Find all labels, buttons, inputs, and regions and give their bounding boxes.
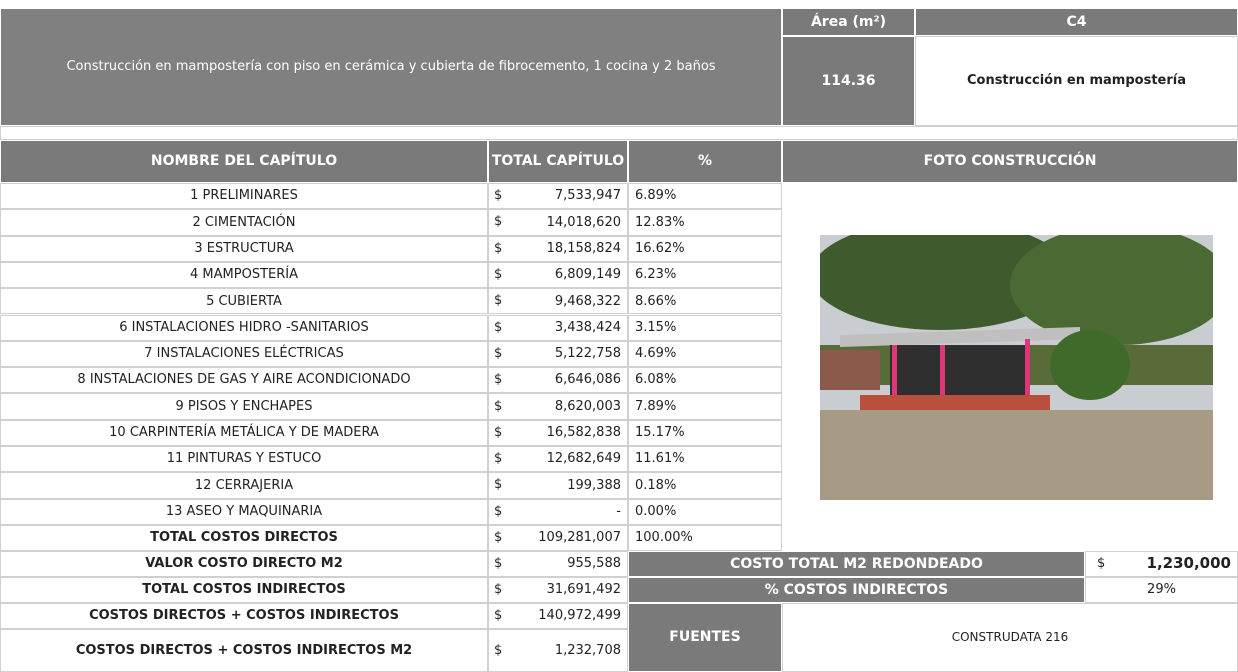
currency: $ (494, 267, 503, 283)
chapter-percent: 0.00% (628, 498, 782, 525)
chapter-total: 14,018,620 (488, 209, 628, 236)
construction-photo (820, 235, 1213, 500)
chapter-total: 8,620,003 (488, 393, 628, 420)
currency: $ (494, 188, 503, 204)
rounded-label: COSTO TOTAL M2 REDONDEADO (628, 551, 1085, 577)
column-header: NOMBRE DEL CAPÍTULO (0, 140, 488, 183)
currency: $ (494, 477, 503, 493)
currency: $ (494, 372, 503, 388)
chapter-name: 5 CUBIERTA (0, 288, 488, 315)
chapter-name: 2 CIMENTACIÓN (0, 209, 488, 236)
summary-value: 1,232,708 (488, 629, 628, 672)
currency: $ (494, 608, 503, 623)
chapter-total: - (488, 498, 628, 525)
chapter-total: 12,682,649 (488, 446, 628, 473)
summary-value: 140,972,499 (488, 603, 628, 629)
rounded-value: 1,230,000 (1085, 551, 1238, 577)
currency: $ (494, 530, 503, 546)
currency: $ (494, 240, 503, 256)
summary-label: VALOR COSTO DIRECTO M2 (0, 551, 488, 577)
chapter-total: 7,533,947 (488, 183, 628, 210)
chapter-total: 3,438,424 (488, 314, 628, 341)
chapter-percent: 100.00% (628, 524, 782, 552)
summary-label: TOTAL COSTOS INDIRECTOS (0, 577, 488, 603)
chapter-name: 4 MAMPOSTERÍA (0, 261, 488, 289)
sources-label: FUENTES (628, 603, 782, 672)
chapter-percent: 15.17% (628, 419, 782, 446)
indirect-value: 29% (1085, 577, 1238, 603)
chapter-name: 8 INSTALACIONES DE GAS Y AIRE ACONDICION… (0, 367, 488, 394)
chapter-percent: 12.83% (628, 209, 782, 236)
chapter-name: 1 PRELIMINARES (0, 183, 488, 210)
summary-label: COSTOS DIRECTOS + COSTOS INDIRECTOS (0, 603, 488, 629)
currency: $ (1097, 556, 1106, 571)
column-header: % (628, 140, 782, 183)
description: Construcción en mampostería con piso en … (0, 8, 782, 126)
chapter-total: 6,809,149 (488, 261, 628, 289)
chapter-percent: 4.69% (628, 340, 782, 368)
chapter-total: 9,468,322 (488, 288, 628, 315)
chapter-name: 7 INSTALACIONES ELÉCTRICAS (0, 340, 488, 368)
spacer (0, 126, 1238, 140)
chapter-percent: 6.23% (628, 261, 782, 289)
currency: $ (494, 582, 503, 597)
currency: $ (494, 293, 503, 309)
column-header: TOTAL CAPÍTULO (488, 140, 628, 183)
chapter-name: 11 PINTURAS Y ESTUCO (0, 446, 488, 473)
chapter-percent: 7.89% (628, 393, 782, 420)
sources-value: CONSTRUDATA 216 (782, 603, 1238, 672)
currency: $ (494, 556, 503, 571)
currency: $ (494, 214, 503, 230)
chapter-total: 18,158,824 (488, 235, 628, 262)
currency: $ (494, 398, 503, 414)
summary-label: COSTOS DIRECTOS + COSTOS INDIRECTOS M2 (0, 629, 488, 672)
chapter-name: 3 ESTRUCTURA (0, 235, 488, 262)
currency: $ (494, 319, 503, 335)
chapter-name: 9 PISOS Y ENCHAPES (0, 393, 488, 420)
chapter-name: 13 ASEO Y MAQUINARIA (0, 498, 488, 525)
chapter-percent: 3.15% (628, 314, 782, 341)
currency: $ (494, 424, 503, 440)
currency: $ (494, 642, 503, 658)
chapter-total: 16,582,838 (488, 419, 628, 446)
chapter-total: 6,646,086 (488, 367, 628, 394)
area-label: Área (m²) (782, 8, 915, 36)
column-header: FOTO CONSTRUCCIÓN (782, 140, 1238, 183)
chapter-percent: 0.18% (628, 472, 782, 499)
chapter-total: 109,281,007 (488, 524, 628, 552)
indirect-label: % COSTOS INDIRECTOS (628, 577, 1085, 603)
area-value: 114.36 (782, 36, 915, 126)
chapter-percent: 8.66% (628, 288, 782, 315)
summary-value: 955,588 (488, 551, 628, 577)
code: C4 (915, 8, 1238, 36)
chapter-name: 6 INSTALACIONES HIDRO -SANITARIOS (0, 314, 488, 341)
chapter-name: 12 CERRAJERIA (0, 472, 488, 499)
currency: $ (494, 451, 503, 467)
chapter-name: 10 CARPINTERÍA METÁLICA Y DE MADERA (0, 419, 488, 446)
chapter-name: TOTAL COSTOS DIRECTOS (0, 524, 488, 552)
currency: $ (494, 503, 503, 519)
currency: $ (494, 345, 503, 361)
chapter-percent: 6.08% (628, 367, 782, 394)
chapter-percent: 16.62% (628, 235, 782, 262)
summary-value: 31,691,492 (488, 577, 628, 603)
chapter-total: 199,388 (488, 472, 628, 499)
construction-type: Construcción en mampostería (915, 36, 1238, 126)
chapter-percent: 11.61% (628, 446, 782, 473)
chapter-total: 5,122,758 (488, 340, 628, 368)
chapter-percent: 6.89% (628, 183, 782, 210)
